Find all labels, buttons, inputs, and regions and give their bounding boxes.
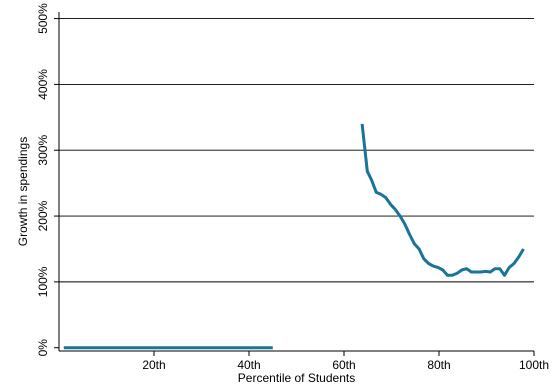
x-tick-label: 40th xyxy=(237,358,260,372)
gridlines xyxy=(59,18,534,283)
x-tick-label: 20th xyxy=(142,358,165,372)
y-axis-ticks: 0% 100% 200% 300% 400% 500% xyxy=(36,3,59,356)
x-axis-label: Percentile of Students xyxy=(238,371,355,385)
x-tick-label: 100th xyxy=(519,358,549,372)
y-tick-label: 500% xyxy=(36,3,50,34)
series-group xyxy=(63,123,525,350)
y-tick-label: 0% xyxy=(36,339,50,357)
x-axis-ticks: 20th 40th 60th 80th 100th xyxy=(142,351,549,372)
y-tick-label: 100% xyxy=(36,266,50,297)
x-tick-label: 60th xyxy=(332,358,355,372)
series-line xyxy=(360,123,525,277)
y-tick-label: 400% xyxy=(36,69,50,100)
y-tick-label: 200% xyxy=(36,200,50,231)
x-tick-label: 80th xyxy=(427,358,450,372)
y-tick-label: 300% xyxy=(36,135,50,166)
y-axis-label: Growth in spendings xyxy=(16,137,30,246)
